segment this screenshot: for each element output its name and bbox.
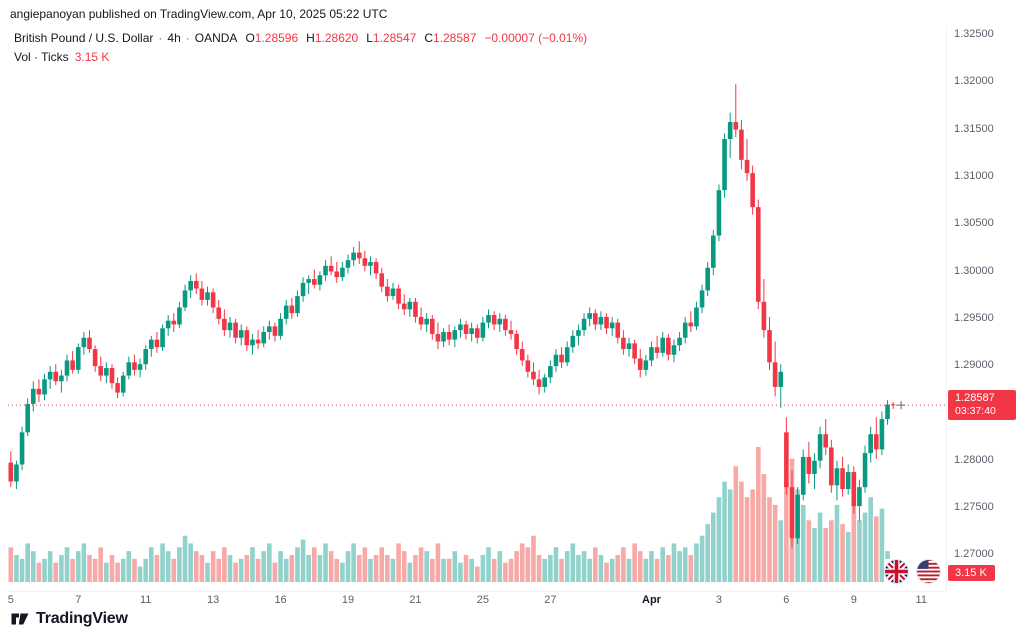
price-change: −0.00007 (−0.01%) bbox=[484, 31, 588, 45]
price-axis-label: 1.27000 bbox=[954, 548, 994, 561]
publish-header: angiepanoyan published on TradingView.co… bbox=[10, 7, 388, 21]
price-axis-label: 1.27500 bbox=[954, 501, 994, 513]
time-axis-label: 13 bbox=[207, 594, 220, 606]
price-axis-label: 1.32000 bbox=[954, 75, 994, 88]
volume-value: 3.15 K bbox=[74, 50, 110, 64]
exchange-label: OANDA bbox=[194, 31, 238, 45]
price-axis-label: 1.32500 bbox=[954, 28, 994, 40]
time-axis-label: 19 bbox=[341, 594, 355, 606]
footer: TradingView bbox=[10, 609, 128, 629]
ohlc-open: O1.28596 bbox=[245, 31, 299, 45]
time-axis-label: 11 bbox=[139, 594, 152, 606]
time-axis-label: 27 bbox=[544, 594, 557, 606]
price-axis-label: 1.29500 bbox=[954, 311, 994, 324]
price-axis-label: 1.28000 bbox=[954, 453, 994, 466]
time-axis-label: 6 bbox=[783, 594, 790, 606]
ohlc-close: C1.28587 bbox=[424, 31, 477, 45]
time-axis-label: 25 bbox=[476, 594, 489, 606]
time-axis-label: 11 bbox=[915, 594, 927, 606]
tradingview-logo[interactable] bbox=[10, 609, 30, 629]
volume-line: Vol · Ticks 3.15 K bbox=[14, 48, 587, 67]
price-axis-label: 1.29000 bbox=[954, 359, 994, 372]
last-price-value: 1.28587 bbox=[955, 392, 995, 404]
price-axis-separator bbox=[946, 28, 947, 591]
price-axis-label: 1.30500 bbox=[954, 217, 994, 230]
time-axis-label: 3 bbox=[715, 594, 722, 606]
last-price-badge: 1.28587 03:37:40 bbox=[948, 390, 1016, 420]
time-axis-label: 21 bbox=[409, 594, 422, 606]
ohlc-low: L1.28547 bbox=[366, 31, 417, 45]
price-axis-label: 1.31000 bbox=[954, 169, 994, 182]
price-axis-label: 1.30000 bbox=[954, 264, 994, 277]
usd-flag-icon bbox=[916, 559, 941, 584]
time-axis-separator bbox=[8, 591, 947, 592]
bar-countdown: 03:37:40 bbox=[955, 405, 996, 417]
symbol-line: British Pound / U.S. Dollar · 4h · OANDA O1.2… bbox=[14, 29, 587, 48]
volume-label: Vol · Ticks bbox=[14, 50, 69, 64]
gbp-flag-icon bbox=[884, 559, 909, 584]
separator-dot: · bbox=[158, 31, 163, 45]
symbol-name: British Pound / U.S. Dollar bbox=[14, 31, 154, 45]
interval-label: 4h bbox=[167, 31, 181, 45]
chart-legend: British Pound / U.S. Dollar · 4h · OANDA O1.2… bbox=[14, 29, 587, 67]
time-axis-label: 5 bbox=[7, 594, 14, 606]
tradingview-brand[interactable]: TradingView bbox=[36, 610, 128, 627]
time-axis-label: 16 bbox=[274, 594, 287, 606]
ohlc-high: H1.28620 bbox=[306, 31, 359, 45]
time-axis-label: 7 bbox=[75, 594, 82, 606]
time-axis-label: 9 bbox=[850, 594, 857, 606]
volume-value-badge: 3.15 K bbox=[948, 565, 995, 581]
time-axis-label: Apr bbox=[642, 594, 661, 606]
separator-dot: · bbox=[185, 31, 190, 45]
price-axis-label: 1.31500 bbox=[954, 122, 994, 135]
